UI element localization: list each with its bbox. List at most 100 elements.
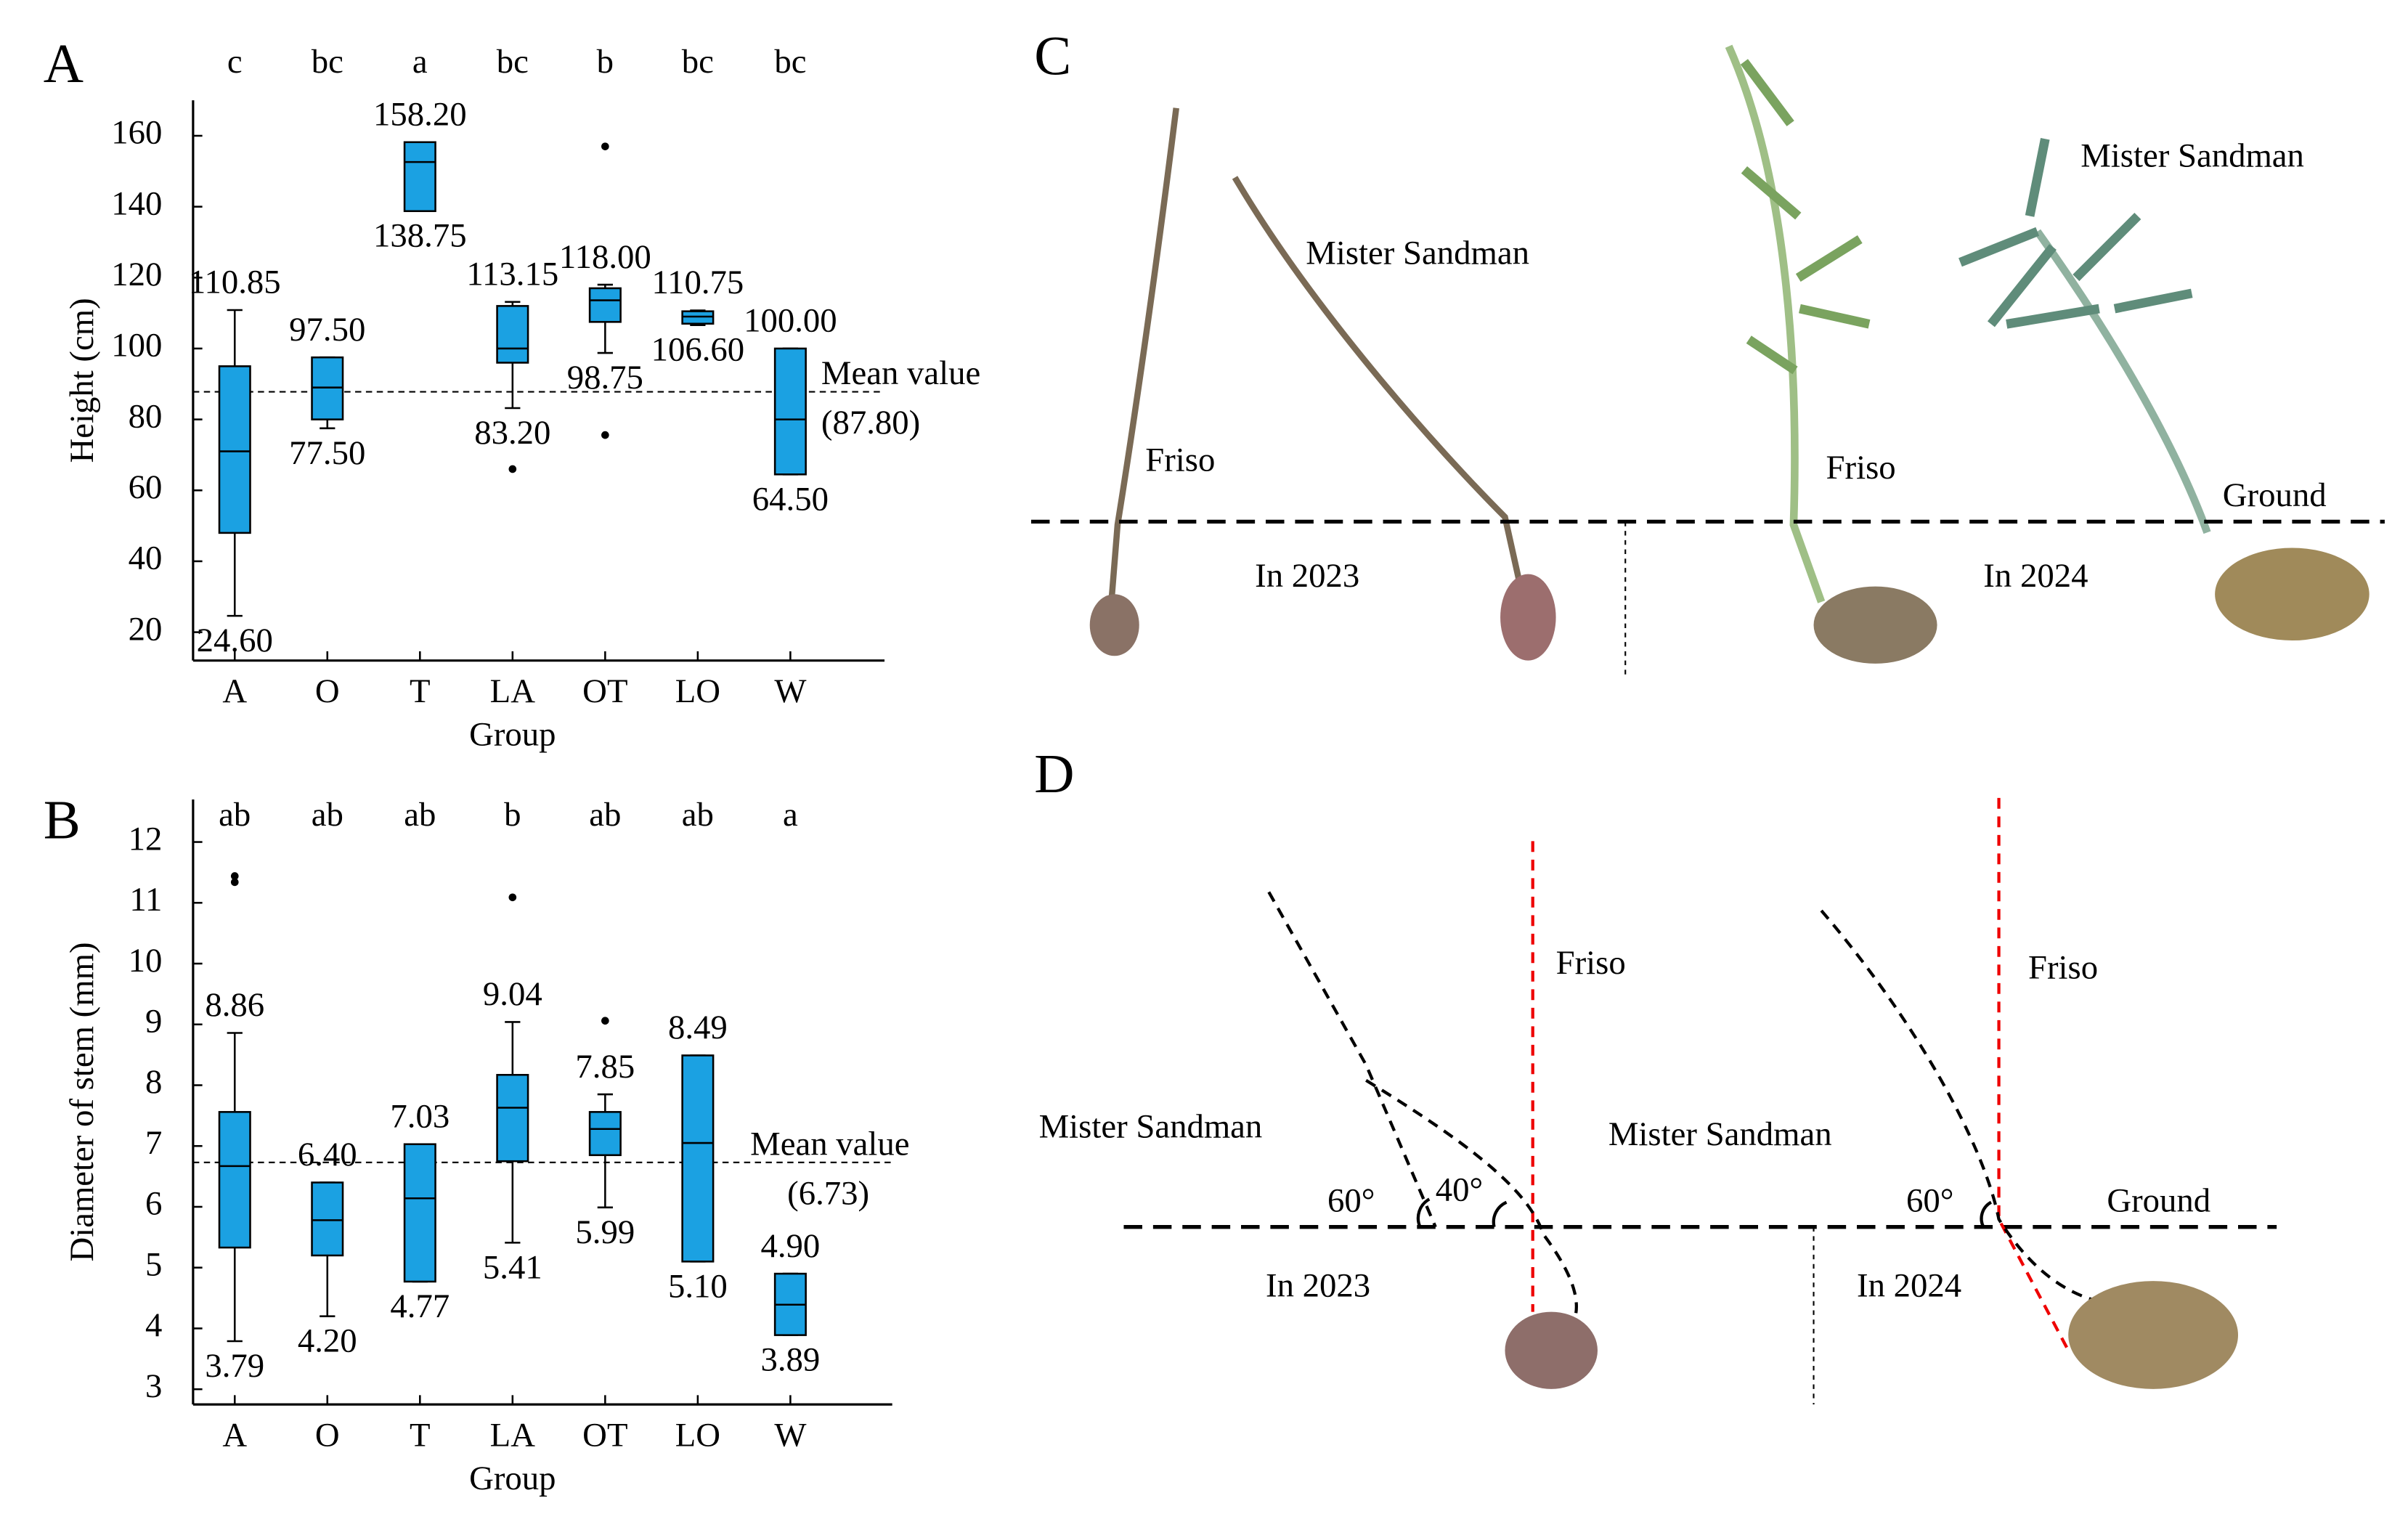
y-axis-label: Height (cm)	[63, 298, 101, 463]
y-axis-label: Diameter of stem (mm)	[63, 942, 101, 1261]
x-tick-label: W	[774, 672, 807, 710]
diagram-caption: Ground	[2107, 1182, 2210, 1220]
whisker-low-label: 138.75	[373, 217, 467, 255]
whisker-low-label: 83.20	[474, 414, 550, 452]
whisker-low-label: 5.41	[483, 1248, 542, 1286]
diagram-caption: Mister Sandman	[1608, 1115, 1832, 1153]
whisker-low-label: 4.20	[298, 1322, 357, 1360]
whisker-high-label: 100.00	[744, 302, 837, 340]
mean-label: (87.80)	[821, 404, 920, 441]
y-tick-label: 40	[129, 540, 163, 577]
box	[403, 141, 436, 213]
whisker-high-label: 110.75	[651, 264, 744, 301]
y-tick-label: 3	[145, 1367, 162, 1405]
whisker-high-label: 9.04	[483, 975, 542, 1013]
y-tick-label: 6	[145, 1185, 162, 1223]
x-tick-label: LO	[675, 1417, 720, 1454]
whisker-low-label: 98.75	[567, 359, 643, 396]
y-tick-label: 9	[145, 1002, 162, 1040]
x-tick-label: LO	[675, 672, 720, 710]
significance-letter: ab	[589, 796, 621, 834]
whisker-low-label: 64.50	[752, 480, 829, 518]
photo-caption: Mister Sandman	[2080, 137, 2304, 175]
whisker-high-label: 97.50	[289, 311, 365, 349]
significance-letter: ab	[312, 796, 343, 834]
y-tick-label: 10	[129, 942, 163, 980]
whisker-low-label: 5.10	[668, 1267, 728, 1305]
diagram-caption: Mister Sandman	[1039, 1108, 1263, 1146]
diagram-caption: Friso	[2028, 949, 2098, 987]
significance-letter: b	[597, 43, 614, 81]
whisker-high-label: 113.15	[466, 255, 558, 293]
photo-caption: Friso	[1145, 441, 1215, 479]
panel-label: B	[44, 789, 81, 851]
mean-text: Mean value	[821, 354, 980, 392]
significance-letter: bc	[774, 43, 806, 81]
significance-letter: a	[412, 43, 428, 81]
y-tick-label: 140	[111, 184, 162, 222]
photo-caption: In 2024	[1983, 557, 2088, 595]
angle-diagram	[1123, 797, 2277, 1405]
whisker-low-label: 106.60	[651, 331, 745, 369]
photo-caption: Ground	[2223, 476, 2327, 514]
box	[588, 287, 622, 323]
significance-letter: ab	[682, 796, 714, 834]
diagram-caption: In 2023	[1266, 1266, 1370, 1304]
diagram-caption: Friso	[1556, 944, 1626, 982]
y-tick-label: 11	[129, 881, 162, 919]
whisker-high-label: 8.49	[668, 1009, 728, 1046]
x-tick-label: A	[222, 1417, 247, 1454]
whisker-low-label: 3.79	[205, 1347, 264, 1385]
x-tick-label: OT	[582, 672, 627, 710]
whisker-high-label: 110.85	[189, 264, 281, 301]
x-tick-label: LA	[490, 672, 536, 710]
x-tick-label: OT	[582, 1417, 627, 1454]
outlier	[508, 893, 517, 902]
box	[773, 347, 807, 476]
photo-caption: In 2023	[1255, 557, 1359, 595]
whisker-low-label: 4.77	[390, 1287, 450, 1325]
diagram-caption: In 2024	[1857, 1266, 1961, 1304]
outlier	[601, 142, 609, 150]
y-tick-label: 20	[129, 610, 163, 648]
significance-letter: bc	[312, 43, 343, 81]
whisker-high-label: 7.85	[575, 1048, 635, 1086]
outlier	[601, 1017, 609, 1025]
whisker-high-label: 158.20	[373, 95, 467, 133]
y-tick-label: 7	[145, 1124, 162, 1162]
significance-letter: b	[504, 796, 521, 834]
whisker-high-label: 7.03	[390, 1097, 450, 1135]
x-axis-label: Group	[469, 1460, 556, 1497]
whisker-low-label: 3.89	[760, 1341, 820, 1379]
photo-caption: Mister Sandman	[1306, 235, 1529, 272]
mean-label: (6.73)	[787, 1174, 869, 1212]
y-tick-label: 100	[111, 327, 162, 365]
photo-illustration	[1030, 44, 2385, 680]
y-tick-label: 80	[129, 397, 163, 435]
panel-label: D	[1034, 743, 1074, 805]
outlier	[230, 872, 239, 880]
significance-letter: ab	[219, 796, 251, 834]
y-tick-label: 8	[145, 1063, 162, 1101]
whisker-high-label: 4.90	[760, 1227, 820, 1265]
whisker-high-label: 8.86	[205, 986, 264, 1024]
whisker-low-label: 77.50	[289, 434, 365, 472]
significance-letter: a	[783, 796, 798, 834]
mean-text: Mean value	[750, 1125, 909, 1163]
panel-label: A	[44, 33, 84, 94]
y-tick-label: 60	[129, 468, 163, 506]
y-tick-label: 4	[145, 1306, 162, 1344]
significance-letter: c	[227, 43, 243, 81]
box	[218, 365, 251, 534]
significance-letter: bc	[682, 43, 714, 81]
y-tick-label: 12	[129, 820, 163, 858]
outlier	[230, 878, 239, 887]
whisker-high-label: 6.40	[298, 1136, 357, 1173]
box	[588, 1111, 622, 1157]
significance-letter: bc	[497, 43, 529, 81]
photo-caption: Friso	[1826, 449, 1896, 487]
x-tick-label: O	[315, 672, 340, 710]
y-tick-label: 5	[145, 1245, 162, 1283]
x-axis-label: Group	[469, 716, 556, 754]
